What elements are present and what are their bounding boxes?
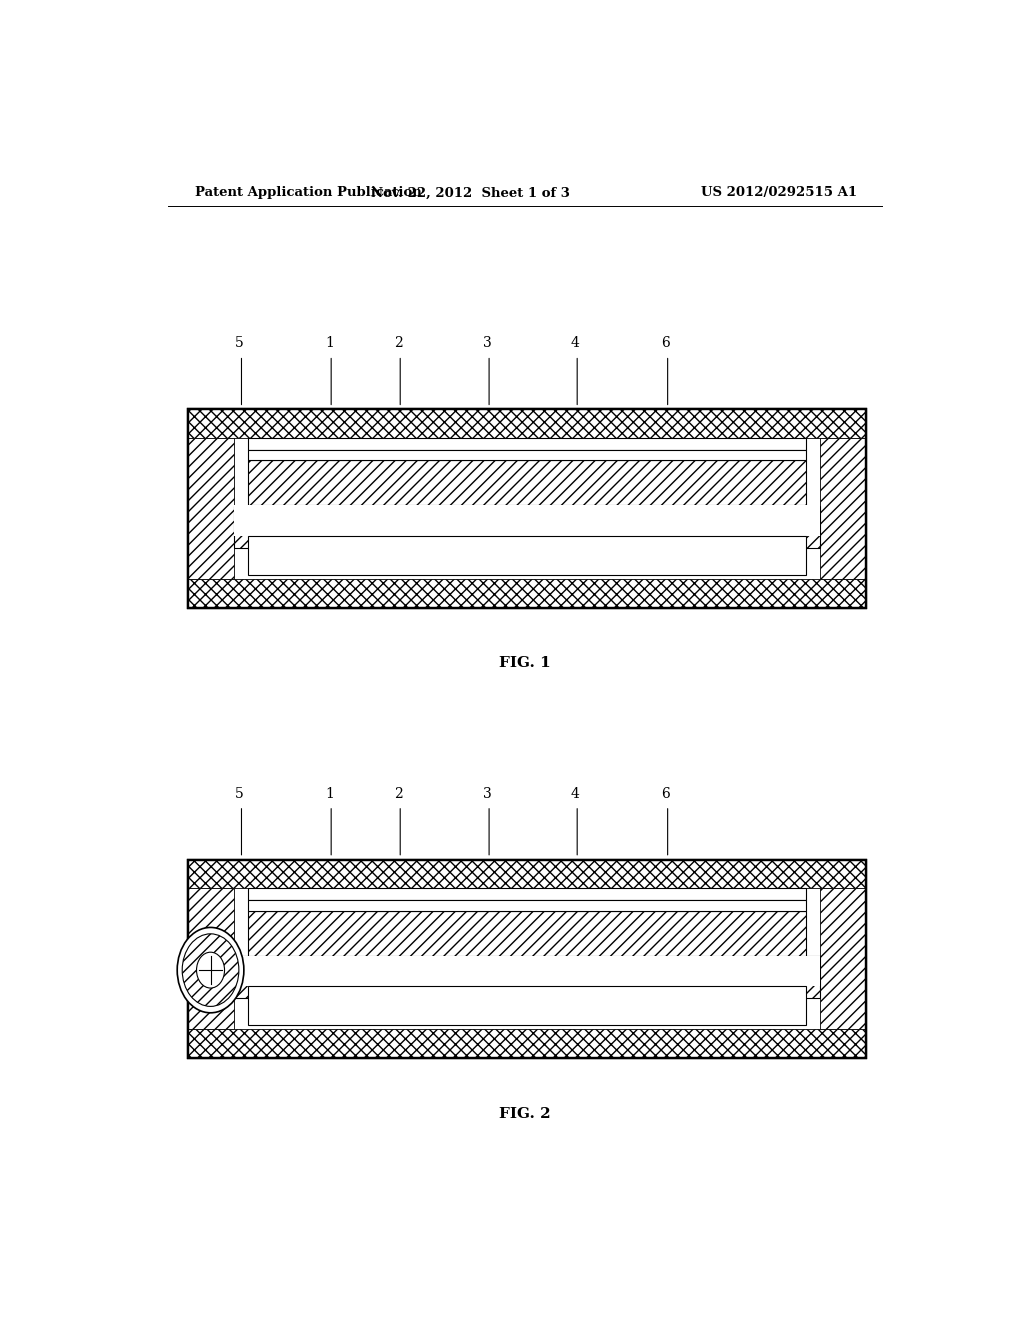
Bar bbox=[248, 461, 806, 506]
Text: 6: 6 bbox=[662, 787, 670, 801]
Text: 4: 4 bbox=[570, 787, 580, 801]
Bar bbox=[233, 506, 820, 548]
Text: 1: 1 bbox=[325, 787, 334, 801]
Bar bbox=[248, 438, 806, 450]
Bar bbox=[187, 859, 866, 1057]
Bar bbox=[248, 536, 806, 576]
Text: 2: 2 bbox=[394, 787, 402, 801]
Bar bbox=[187, 438, 233, 579]
Bar bbox=[820, 888, 866, 1030]
Bar bbox=[248, 450, 806, 461]
Bar bbox=[248, 900, 806, 911]
Bar bbox=[187, 409, 866, 607]
Bar bbox=[187, 859, 866, 1057]
Text: Patent Application Publication: Patent Application Publication bbox=[196, 186, 422, 199]
Text: 1: 1 bbox=[325, 337, 334, 351]
Bar bbox=[187, 409, 866, 438]
Text: 2: 2 bbox=[394, 337, 402, 351]
Text: 5: 5 bbox=[236, 337, 244, 351]
Text: FIG. 1: FIG. 1 bbox=[499, 656, 551, 671]
Text: 6: 6 bbox=[662, 337, 670, 351]
Bar bbox=[187, 859, 866, 1057]
Circle shape bbox=[197, 952, 224, 989]
Bar bbox=[248, 888, 806, 900]
Text: Nov. 22, 2012  Sheet 1 of 3: Nov. 22, 2012 Sheet 1 of 3 bbox=[372, 186, 570, 199]
Circle shape bbox=[182, 933, 239, 1006]
Bar bbox=[233, 506, 820, 536]
Bar bbox=[187, 1030, 866, 1057]
Bar bbox=[187, 888, 233, 1030]
Bar bbox=[233, 956, 820, 998]
Text: FIG. 2: FIG. 2 bbox=[499, 1106, 551, 1121]
Text: 5: 5 bbox=[236, 787, 244, 801]
Bar bbox=[820, 438, 866, 579]
Bar bbox=[248, 911, 806, 956]
Text: 3: 3 bbox=[482, 337, 492, 351]
Bar bbox=[187, 579, 866, 607]
Bar bbox=[187, 409, 866, 607]
Bar bbox=[248, 986, 806, 1026]
Text: 4: 4 bbox=[570, 337, 580, 351]
Text: 3: 3 bbox=[482, 787, 492, 801]
Bar bbox=[233, 956, 820, 986]
Bar bbox=[187, 859, 866, 888]
Circle shape bbox=[177, 928, 244, 1012]
Bar bbox=[187, 409, 866, 607]
Text: US 2012/0292515 A1: US 2012/0292515 A1 bbox=[700, 186, 857, 199]
